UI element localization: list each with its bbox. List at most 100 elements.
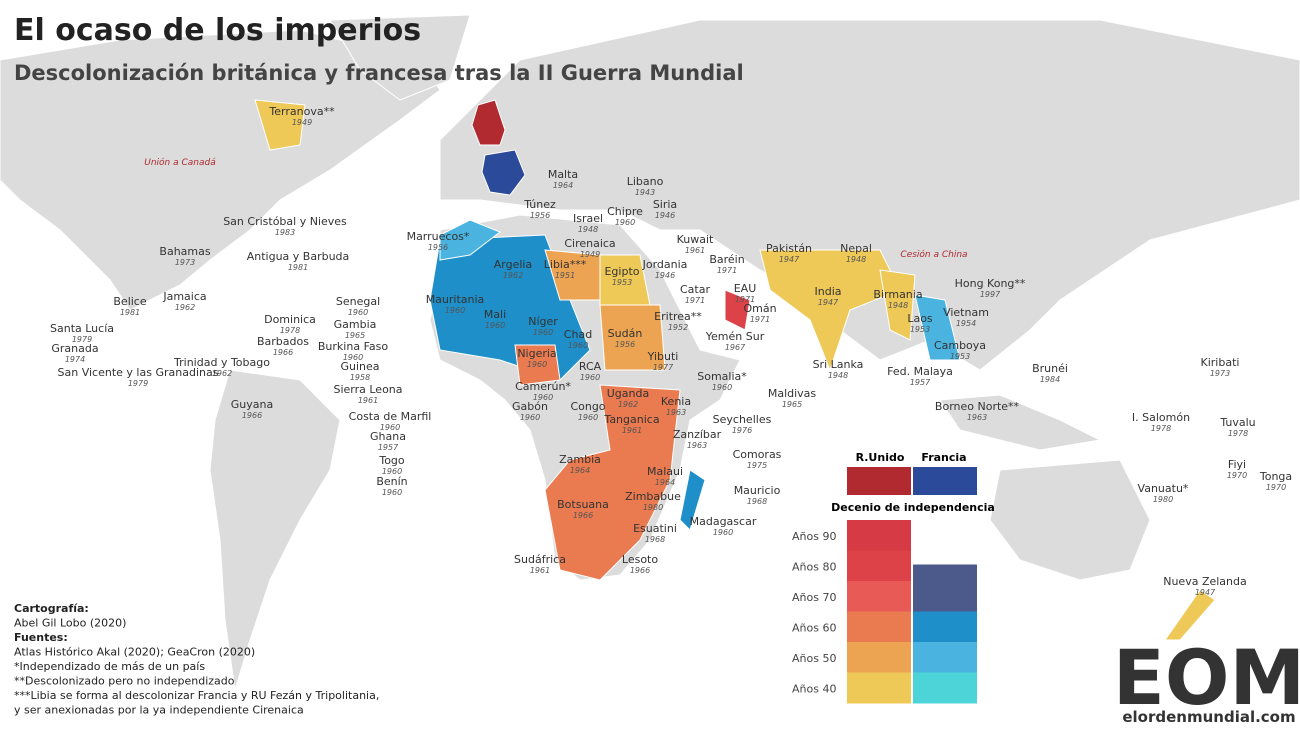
madagascar bbox=[679, 469, 706, 531]
france-shape bbox=[481, 149, 526, 196]
legend-decade-label: Años 80 bbox=[792, 561, 836, 574]
independence-year: 1970 bbox=[1266, 483, 1286, 492]
country-name: Siria bbox=[653, 198, 677, 211]
legend-decade-label: Años 40 bbox=[792, 683, 836, 696]
independence-year: 1962 bbox=[503, 271, 523, 280]
independence-year: 1960 bbox=[580, 373, 600, 382]
independence-year: 1964 bbox=[553, 181, 573, 190]
independence-year: 1981 bbox=[288, 263, 308, 272]
country-name: Omán bbox=[743, 302, 776, 315]
footer-line: Cartografía: bbox=[14, 602, 89, 615]
country-name: Costa de Marfil bbox=[349, 410, 432, 423]
country-name: Tonga bbox=[1259, 470, 1292, 483]
independence-year: 1960 bbox=[445, 306, 465, 315]
independence-year: 1951 bbox=[555, 271, 575, 280]
map bbox=[0, 14, 1300, 691]
legend-decade-label: Años 70 bbox=[792, 591, 836, 604]
independence-year: 1974 bbox=[65, 355, 85, 364]
indochina bbox=[914, 294, 961, 361]
footer-line: Fuentes: bbox=[14, 631, 68, 644]
independence-year: 1960 bbox=[520, 413, 540, 422]
title: El ocaso de los imperios bbox=[14, 13, 421, 48]
footer-line: y ser anexionadas por la ya independient… bbox=[14, 704, 304, 717]
independence-year: 1975 bbox=[747, 461, 767, 470]
independence-year: 1966 bbox=[630, 566, 650, 575]
independence-year: 1980 bbox=[1153, 495, 1173, 504]
country-name: Senegal bbox=[336, 295, 380, 308]
country-name: Camboya bbox=[934, 339, 986, 352]
independence-year: 1948 bbox=[846, 255, 866, 264]
independence-year: 1963 bbox=[666, 408, 686, 417]
independence-year: 1962 bbox=[175, 303, 195, 312]
independence-year: 1960 bbox=[380, 423, 400, 432]
country-name: Baréin bbox=[709, 253, 744, 266]
country-name: Jordania bbox=[642, 258, 688, 271]
legend-uk-decade bbox=[847, 550, 911, 582]
country-name: Libia*** bbox=[544, 258, 587, 271]
burma bbox=[879, 269, 916, 341]
independence-year: 1964 bbox=[655, 478, 675, 487]
independence-year: 1978 bbox=[280, 326, 300, 335]
country-name: Trinidad y Tobago bbox=[173, 356, 270, 369]
independence-year: 1961 bbox=[530, 566, 550, 575]
independence-year: 1943 bbox=[635, 188, 655, 197]
independence-year: 1971 bbox=[735, 295, 755, 304]
independence-year: 1978 bbox=[1228, 429, 1248, 438]
country-name: Mali bbox=[484, 308, 506, 321]
country-name: Guinea bbox=[340, 360, 379, 373]
east-south-africa bbox=[544, 384, 681, 581]
country-name: Yemén Sur bbox=[705, 330, 765, 343]
independence-year: 1948 bbox=[888, 301, 908, 310]
country-name: Nepal bbox=[840, 242, 872, 255]
country-name: Bahamas bbox=[159, 245, 210, 258]
independence-year: 1957 bbox=[910, 378, 931, 387]
country-name: India bbox=[815, 285, 842, 298]
independence-year: 1960 bbox=[568, 341, 588, 350]
independence-year: 1954 bbox=[956, 319, 976, 328]
independence-year: 1965 bbox=[782, 400, 802, 409]
country-name: Camerún* bbox=[515, 380, 571, 393]
independence-year: 1953 bbox=[950, 352, 970, 361]
country-name: Seychelles bbox=[713, 413, 772, 426]
legend-fr-decade bbox=[913, 564, 977, 582]
country-name: Congo bbox=[570, 400, 605, 413]
independence-year: 1977 bbox=[653, 363, 674, 372]
independence-year: 1953 bbox=[612, 278, 632, 287]
independence-year: 1957 bbox=[378, 443, 399, 452]
legend-fr-decade bbox=[913, 611, 977, 643]
legend-swatch bbox=[847, 467, 911, 495]
independence-year: 1960 bbox=[527, 360, 547, 369]
independence-year: 1970 bbox=[1227, 471, 1247, 480]
country-name: Argelia bbox=[494, 258, 532, 271]
country-name: Sudáfrica bbox=[514, 553, 566, 566]
legend-uk-decade bbox=[847, 672, 911, 704]
logo-site: elordenmundial.com bbox=[1122, 708, 1295, 726]
footer-line: Atlas Histórico Akal (2020); GeaCron (20… bbox=[14, 646, 255, 659]
footer-line: ***Libia se forma al descolonizar Franci… bbox=[14, 689, 379, 702]
independence-year: 1973 bbox=[1210, 369, 1230, 378]
country-name: Mauritania bbox=[426, 293, 485, 306]
independence-year: 1962 bbox=[212, 369, 232, 378]
independence-year: 1956 bbox=[428, 243, 448, 252]
country-name: Zimbabue bbox=[625, 490, 681, 503]
independence-year: 1949 bbox=[292, 118, 312, 127]
independence-year: 1961 bbox=[358, 396, 378, 405]
legend-swatch bbox=[913, 467, 977, 495]
independence-year: 1965 bbox=[345, 331, 365, 340]
independence-year: 1948 bbox=[828, 371, 848, 380]
independence-year: 1946 bbox=[655, 271, 675, 280]
independence-year: 1980 bbox=[643, 503, 663, 512]
country-name: Chipre bbox=[607, 205, 643, 218]
country-name: Uganda bbox=[607, 387, 649, 400]
country-name: Zambia bbox=[559, 453, 601, 466]
independence-year: 1962 bbox=[618, 400, 638, 409]
country-name: Madagascar bbox=[690, 515, 757, 528]
country-name: Togo bbox=[378, 454, 405, 467]
independence-year: 1963 bbox=[967, 413, 987, 422]
country-name: Marruecos* bbox=[407, 230, 470, 243]
independence-year: 1971 bbox=[717, 266, 737, 275]
country-name: Vanuatu* bbox=[1138, 482, 1189, 495]
morocco bbox=[439, 219, 502, 261]
footer-line: Abel Gil Lobo (2020) bbox=[14, 617, 126, 630]
